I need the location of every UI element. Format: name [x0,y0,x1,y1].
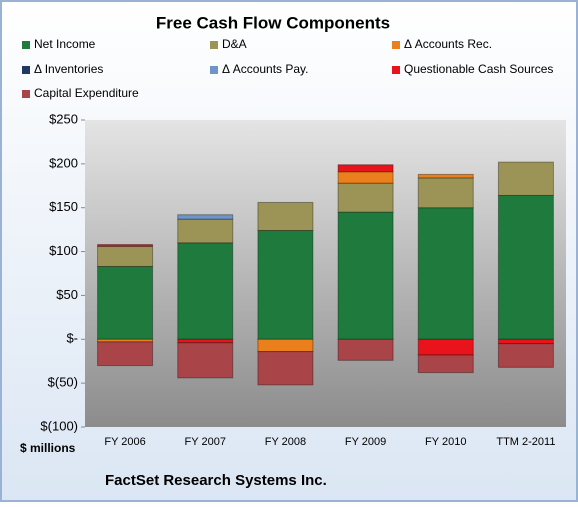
bar-segment [417,354,474,374]
source: FactSet Research Systems Inc. [105,472,327,489]
bar-segment [97,265,154,340]
legend-swatch [22,90,30,98]
bar-segment [497,343,554,368]
bar-segment [337,211,394,340]
x-tick-label: TTM 2-2011 [496,436,555,448]
bar-segment [337,338,394,361]
plot-area [85,120,566,427]
bar-segment [337,182,394,213]
y-tick-label: $200 [49,155,78,170]
bar-segment [497,161,554,196]
y-tick-label: $50 [56,287,78,302]
x-tick-label: FY 2008 [265,436,306,448]
y-tick-label: $100 [49,243,78,258]
legend-swatch [22,41,30,49]
legend-label: Δ Accounts Pay. [222,62,309,76]
legend-swatch [210,41,218,49]
bar-segment [177,214,234,220]
bar-segment [337,171,394,184]
bar-segment [417,338,474,356]
x-tick-label: FY 2006 [104,436,145,448]
bar-segment [97,245,154,267]
bar-segment [97,341,154,367]
y-tick-label: $- [66,331,78,346]
legend-swatch [392,66,400,74]
bar-segment [497,194,554,340]
bar-segment [417,173,474,179]
legend-label: Δ Accounts Rec. [404,37,492,51]
legend-label: Δ Inventories [34,62,103,76]
y-axis-label: $ millions [20,441,76,455]
x-tick-label: FY 2007 [185,436,226,448]
legend-label: D&A [222,37,247,51]
y-tick-label: $(50) [48,375,78,390]
bar-segment [257,351,314,386]
y-tick-label: $250 [49,111,78,126]
bar-segment [177,218,234,244]
legend-swatch [392,41,400,49]
y-tick-label: $(100) [40,418,78,433]
chart-title: Free Cash Flow Components [156,13,390,32]
bar-segment [257,230,314,340]
bar-segment [177,338,234,344]
bar-segment [177,342,234,379]
legend-label: Net Income [34,37,96,51]
bar-segment [417,177,474,209]
y-tick-label: $150 [49,199,78,214]
legend-swatch [210,66,218,74]
bar-segment [97,244,154,247]
bar-segment [257,201,314,232]
x-tick-label: FY 2009 [345,436,386,448]
x-tick-label: FY 2010 [425,436,466,448]
legend-label: Capital Expenditure [34,86,139,100]
legend-swatch [22,66,30,74]
bar-segment [417,207,474,340]
legend-label: Questionable Cash Sources [404,62,553,76]
bar-segment [337,164,394,173]
bar-segment [497,338,554,345]
bar-segment [257,338,314,353]
bar-segment [177,242,234,340]
